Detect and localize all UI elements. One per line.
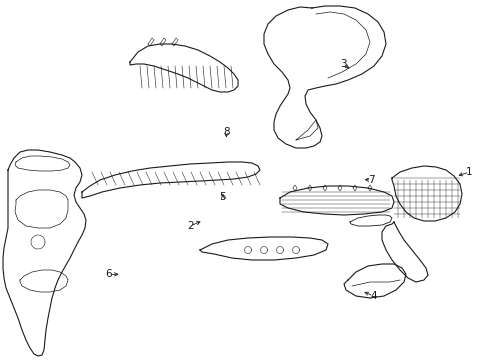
Text: 4: 4: [370, 291, 377, 301]
Text: 3: 3: [340, 59, 346, 69]
Text: 7: 7: [368, 175, 375, 185]
Text: 1: 1: [466, 167, 473, 177]
Text: 8: 8: [223, 127, 230, 138]
Text: 5: 5: [220, 192, 226, 202]
Text: 6: 6: [105, 269, 112, 279]
Text: 2: 2: [187, 221, 194, 231]
